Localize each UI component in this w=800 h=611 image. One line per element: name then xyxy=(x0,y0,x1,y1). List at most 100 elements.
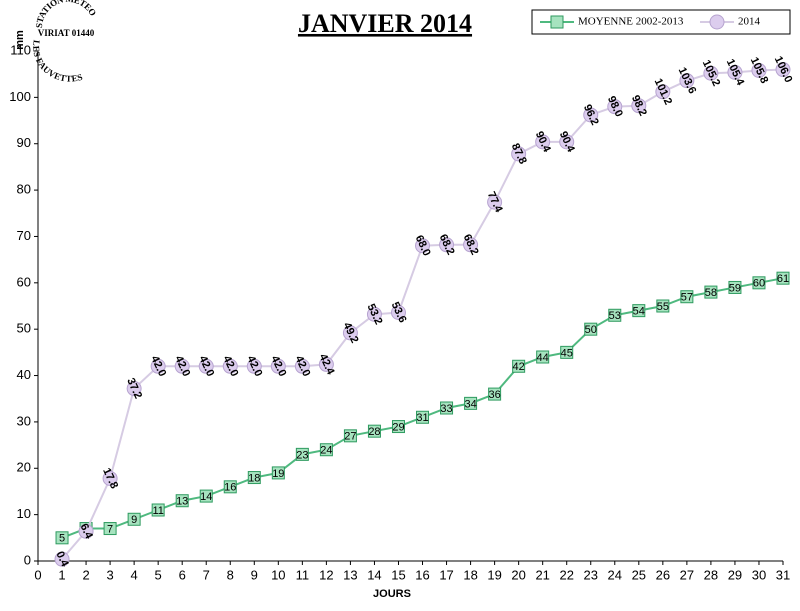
logo-text: LES FAUVETTES xyxy=(31,39,84,83)
data-point xyxy=(367,424,381,438)
data-point xyxy=(198,358,214,374)
x-tick-label: 23 xyxy=(584,567,598,582)
x-tick-label: 25 xyxy=(632,567,646,582)
data-point xyxy=(560,345,574,359)
data-point xyxy=(703,65,719,81)
data-label: 50 xyxy=(585,324,597,336)
data-label: 103.6 xyxy=(676,66,699,96)
data-label: 42 xyxy=(513,361,525,373)
data-point xyxy=(78,523,94,539)
y-tick-label: 60 xyxy=(17,274,31,289)
data-point xyxy=(151,503,165,517)
data-point xyxy=(655,84,671,100)
data-label: 61 xyxy=(777,273,789,285)
data-label: 45 xyxy=(561,347,573,359)
data-point xyxy=(271,466,285,480)
data-point xyxy=(512,359,526,373)
y-tick-label: 110 xyxy=(10,42,31,57)
data-label: 27 xyxy=(344,431,356,443)
x-tick-label: 29 xyxy=(728,567,742,582)
data-label: 14 xyxy=(200,491,212,503)
x-tick-label: 12 xyxy=(319,567,333,582)
legend-label: 2014 xyxy=(738,16,761,28)
data-label: 54 xyxy=(633,306,645,318)
data-label: 53 xyxy=(609,310,621,322)
logo-text: STATION METEO xyxy=(34,0,98,28)
data-label: 44 xyxy=(537,352,549,364)
data-point xyxy=(295,447,309,461)
data-label: 58 xyxy=(705,287,717,299)
x-tick-label: 16 xyxy=(415,567,429,582)
data-point xyxy=(487,194,503,210)
y-tick-label: 40 xyxy=(17,367,31,382)
y-axis-label: mm xyxy=(14,30,26,50)
data-label: 59 xyxy=(729,282,741,294)
data-label: 23 xyxy=(296,449,308,461)
x-tick-label: 13 xyxy=(343,567,357,582)
data-point xyxy=(656,299,670,313)
data-point xyxy=(751,62,767,78)
data-point xyxy=(416,410,430,424)
data-point xyxy=(775,62,791,78)
data-point xyxy=(631,98,647,114)
x-tick-label: 27 xyxy=(680,567,694,582)
data-point xyxy=(199,489,213,503)
data-point xyxy=(680,290,694,304)
data-point xyxy=(342,325,358,341)
y-tick-label: 0 xyxy=(24,552,31,567)
data-label: 16 xyxy=(224,482,236,494)
data-label: 57 xyxy=(681,292,693,304)
data-label: 101.2 xyxy=(652,77,675,107)
data-point xyxy=(103,522,117,536)
data-point xyxy=(728,280,742,294)
data-point xyxy=(222,358,238,374)
y-tick-label: 80 xyxy=(17,182,31,197)
y-tick-label: 10 xyxy=(17,506,31,521)
data-point xyxy=(54,551,70,567)
x-tick-label: 20 xyxy=(511,567,525,582)
logo-text: VIRIAT 01440 xyxy=(38,28,95,38)
y-tick-label: 70 xyxy=(17,228,31,243)
data-point xyxy=(440,401,454,415)
x-tick-label: 8 xyxy=(227,567,234,582)
y-tick-label: 30 xyxy=(17,413,31,428)
data-point xyxy=(270,358,286,374)
x-tick-label: 15 xyxy=(391,567,405,582)
data-point xyxy=(150,358,166,374)
data-label: 36 xyxy=(488,389,500,401)
x-tick-label: 7 xyxy=(203,567,210,582)
x-tick-label: 6 xyxy=(179,567,186,582)
x-tick-label: 17 xyxy=(439,567,453,582)
data-point xyxy=(343,429,357,443)
data-point xyxy=(752,276,766,290)
data-point xyxy=(390,304,406,320)
x-tick-label: 22 xyxy=(559,567,573,582)
data-point xyxy=(559,134,575,150)
y-tick-label: 50 xyxy=(17,321,31,336)
data-point xyxy=(439,237,455,253)
x-tick-label: 30 xyxy=(752,567,766,582)
data-point xyxy=(608,308,622,322)
data-point xyxy=(511,146,527,162)
y-tick-label: 100 xyxy=(9,89,31,104)
data-point xyxy=(294,358,310,374)
data-label: 11 xyxy=(152,505,163,517)
data-label: 33 xyxy=(440,403,452,415)
data-point xyxy=(246,358,262,374)
data-point xyxy=(174,358,190,374)
data-label: 29 xyxy=(392,421,404,433)
x-tick-label: 31 xyxy=(776,567,790,582)
data-point xyxy=(127,512,141,526)
data-point xyxy=(583,107,599,123)
data-label: 24 xyxy=(320,445,332,457)
x-tick-label: 0 xyxy=(34,567,41,582)
chart-title: JANVIER 2014 xyxy=(298,9,472,38)
data-point xyxy=(247,471,261,485)
data-point xyxy=(55,531,69,545)
x-tick-label: 14 xyxy=(367,567,381,582)
x-tick-label: 3 xyxy=(106,567,113,582)
data-point xyxy=(776,271,790,285)
data-point xyxy=(223,480,237,494)
x-tick-label: 2 xyxy=(82,567,89,582)
data-point xyxy=(126,381,142,397)
